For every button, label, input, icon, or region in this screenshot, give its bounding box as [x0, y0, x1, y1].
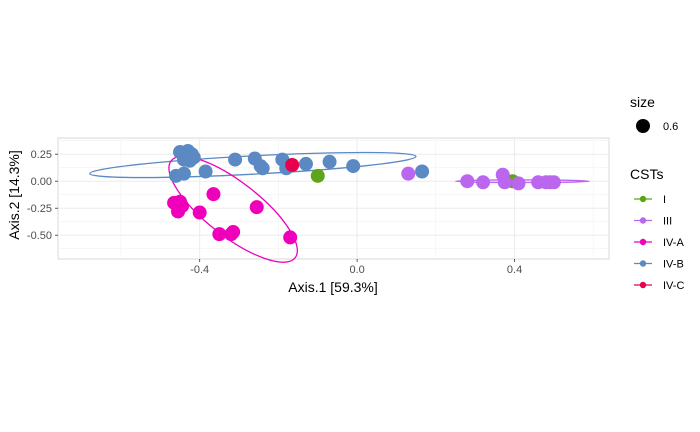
- size-legend-swatch: [636, 119, 650, 133]
- point-iv-a: [174, 199, 189, 214]
- point-iv-c: [285, 158, 300, 173]
- point-iii: [497, 175, 512, 190]
- data-points: [167, 143, 561, 245]
- point-iv-a: [283, 230, 298, 245]
- y-tick-label: -0.50: [27, 230, 52, 242]
- y-axis-title: Axis.2 [14.3%]: [6, 150, 22, 240]
- point-iv-a: [249, 200, 264, 215]
- legend-label-iv-a: IV-A: [663, 237, 684, 249]
- size-legend-label: 0.6: [663, 121, 678, 133]
- y-tick-label: -0.25: [27, 203, 52, 215]
- legend-key-dot: [639, 238, 647, 246]
- point-iii: [546, 175, 561, 190]
- size-legend-title: size: [630, 94, 655, 110]
- point-iii: [401, 166, 416, 181]
- point-iv-a: [206, 187, 221, 202]
- y-tick-label: 0.00: [31, 176, 52, 188]
- point-iv-b: [182, 153, 197, 168]
- legend-key-dot: [639, 217, 647, 224]
- point-iv-b: [255, 161, 270, 176]
- point-iv-b: [346, 159, 361, 174]
- point-iv-a: [212, 227, 227, 242]
- y-tick-label: 0.25: [31, 149, 52, 161]
- y-axis-ticks: 0.25 0.00 -0.25 -0.50: [27, 149, 58, 242]
- point-iv-b: [298, 156, 313, 171]
- legend-label-i: I: [663, 194, 666, 206]
- point-iv-b: [415, 164, 430, 179]
- minor-gridlines: [58, 138, 609, 259]
- point-iv-b: [322, 154, 337, 169]
- x-tick-label: -0.4: [190, 264, 209, 276]
- legend-label-iii: III: [663, 216, 672, 228]
- x-axis-ticks: -0.4 0.0 0.4: [190, 259, 522, 276]
- point-iv-a: [192, 205, 207, 220]
- point-iv-b: [228, 152, 243, 167]
- point-i: [310, 168, 325, 183]
- point-iv-b: [176, 166, 191, 181]
- legend-label-iv-b: IV-B: [663, 259, 684, 271]
- legend-key-dot: [639, 195, 647, 203]
- legend-key-dot: [639, 260, 647, 267]
- point-iv-b: [198, 164, 213, 179]
- x-axis-title: Axis.1 [59.3%]: [288, 279, 378, 295]
- legend-label-iv-c: IV-C: [663, 280, 684, 292]
- point-iii: [476, 175, 491, 190]
- size-legend: size 0.6: [630, 94, 678, 133]
- legend-key-dot: [639, 281, 647, 289]
- x-tick-label: 0.4: [507, 264, 522, 276]
- point-iii: [460, 174, 475, 189]
- plot-area: [57, 137, 610, 263]
- x-tick-label: 0.0: [349, 264, 364, 276]
- point-iii: [511, 176, 526, 191]
- color-legend-title: CSTs: [630, 166, 663, 182]
- point-iv-a: [226, 224, 241, 239]
